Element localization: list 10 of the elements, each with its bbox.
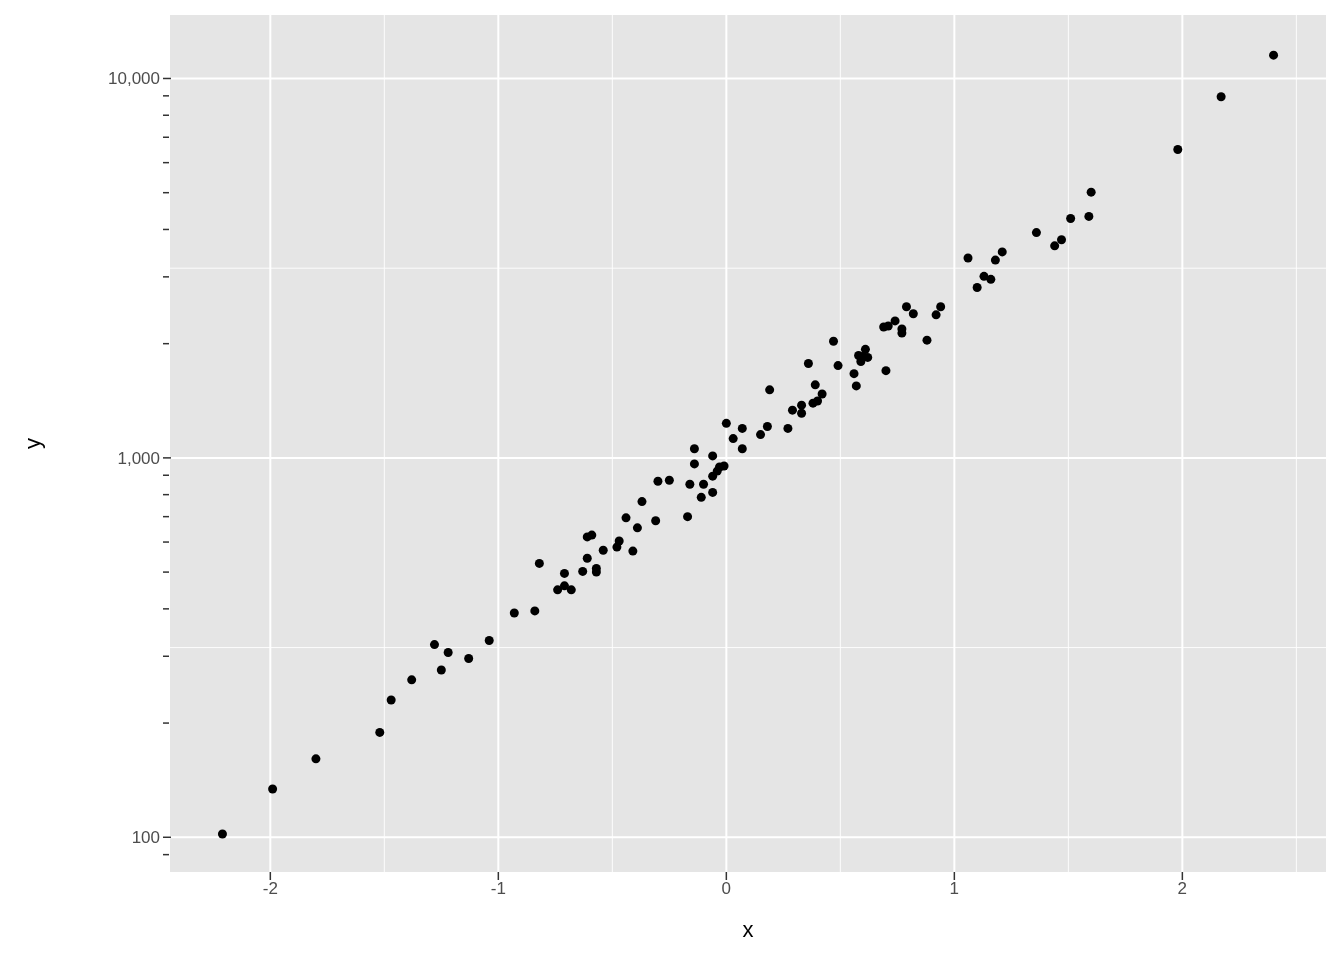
y-tick-label: 100 bbox=[131, 828, 160, 848]
x-tick-label: 2 bbox=[1177, 879, 1188, 899]
y-axis-title: y bbox=[19, 438, 45, 449]
x-tick-label: -2 bbox=[262, 879, 278, 899]
y-tick-label: 1,000 bbox=[117, 448, 160, 468]
x-tick-label: 0 bbox=[721, 879, 732, 899]
y-tick-label: 10,000 bbox=[108, 69, 160, 89]
x-axis-title: x bbox=[742, 917, 754, 942]
x-tick-label: 1 bbox=[949, 879, 960, 899]
x-tick-label: -1 bbox=[490, 879, 506, 899]
